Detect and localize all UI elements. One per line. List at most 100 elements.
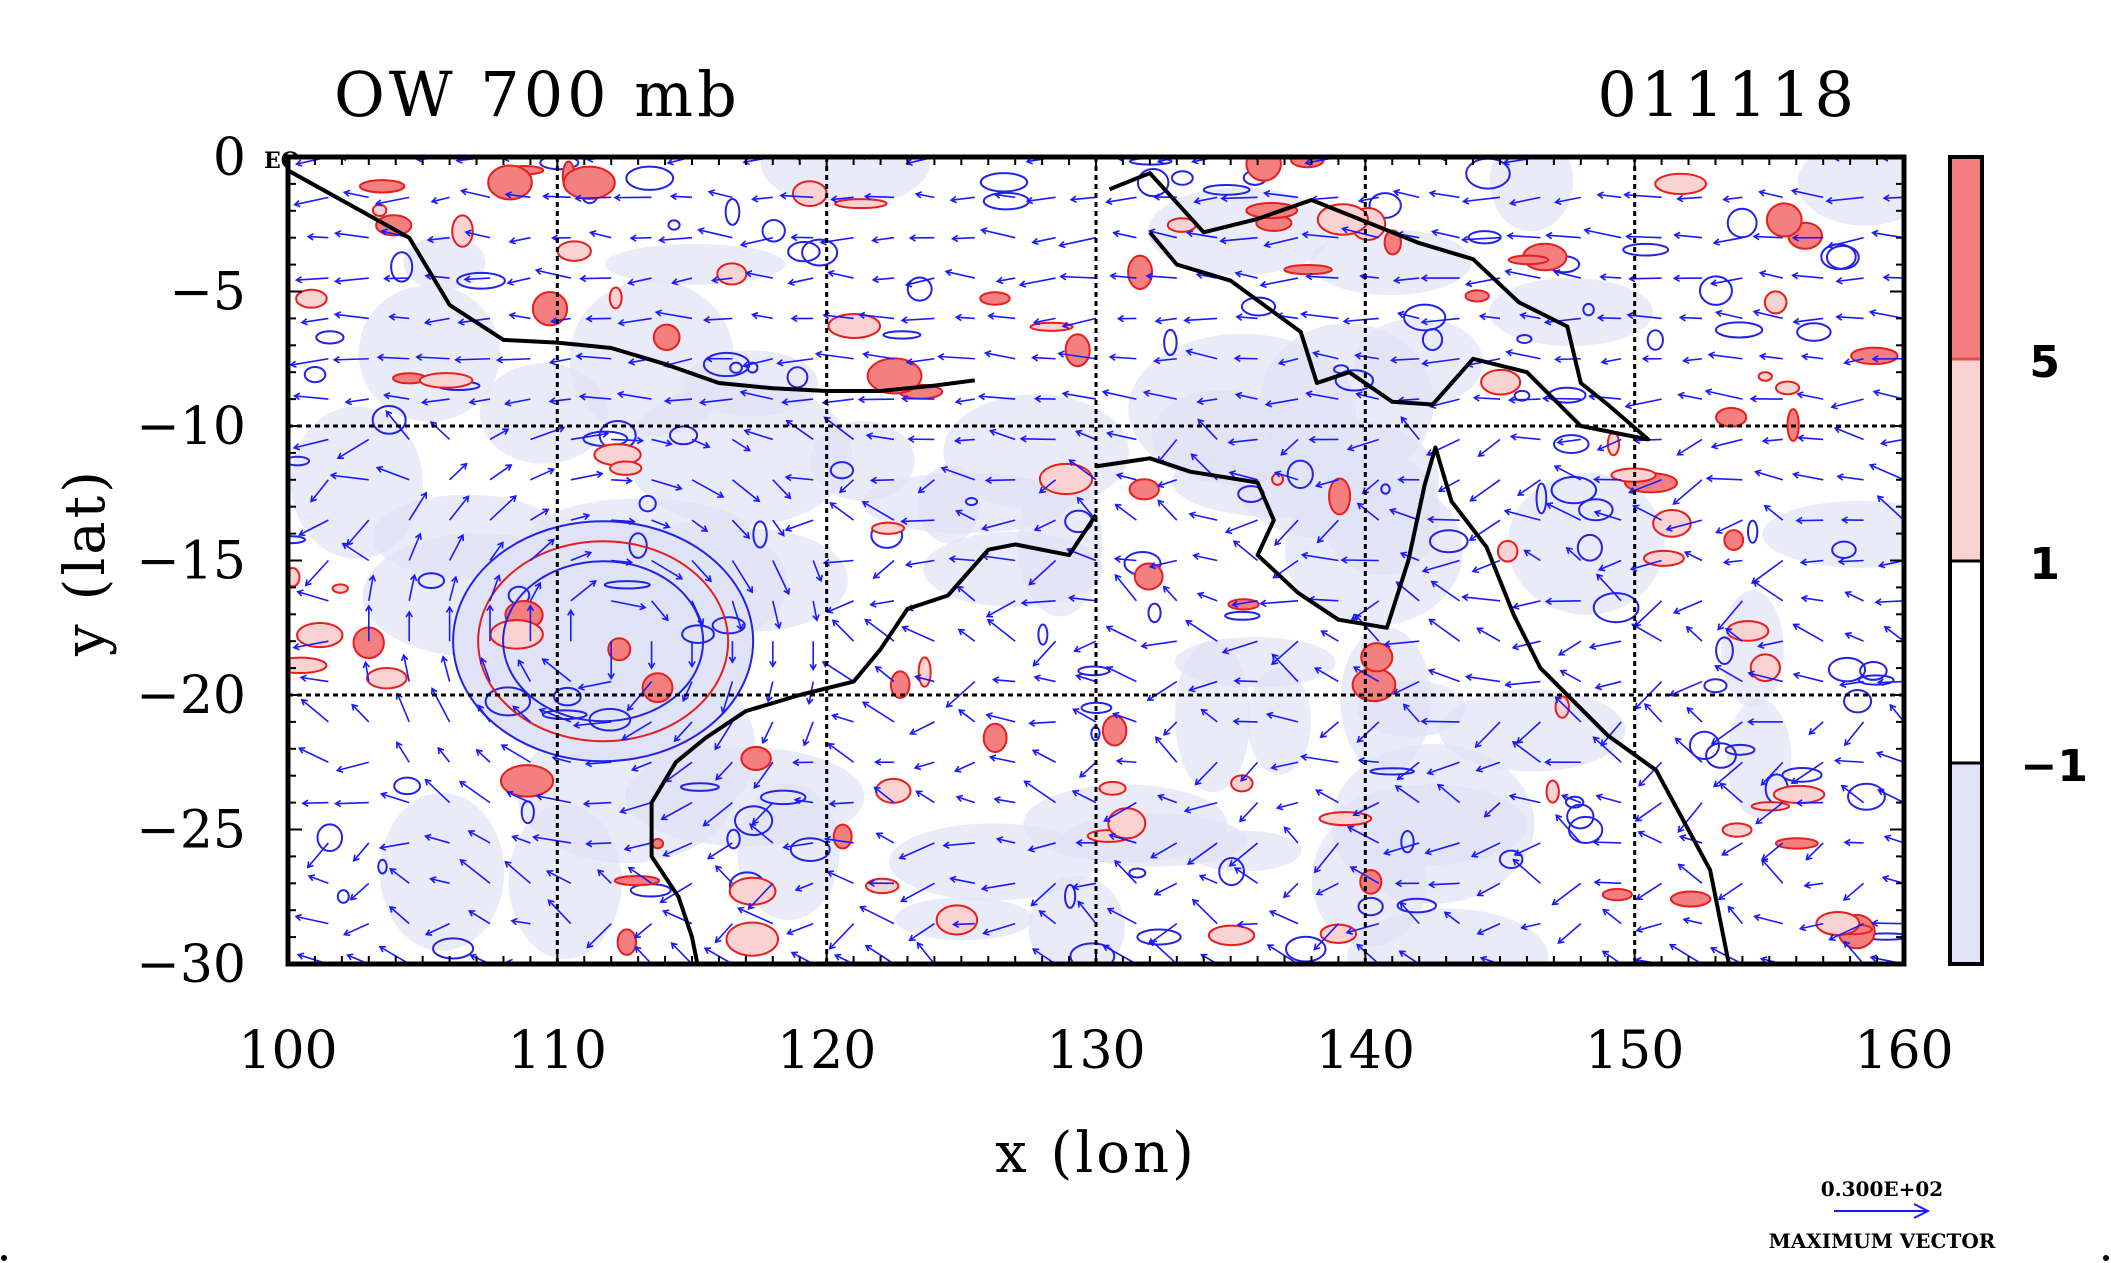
wind-vector	[704, 317, 733, 321]
wind-vector	[1884, 276, 1904, 279]
wind-vector-head	[1677, 825, 1685, 833]
title-right: 011118	[1597, 58, 1858, 131]
wind-vector-head	[1116, 314, 1124, 323]
negative-contour	[315, 330, 345, 345]
wind-vector-head	[1554, 968, 1560, 974]
negative-contour	[1827, 656, 1867, 683]
wind-vector	[575, 196, 612, 200]
wind-vector-head	[1628, 274, 1636, 283]
wind-vector-head	[900, 316, 908, 324]
positive-contour	[451, 214, 474, 248]
wind-vector-head	[790, 314, 798, 323]
wind-vector-head	[702, 819, 710, 827]
positive-contour	[716, 262, 748, 286]
wind-vector-head	[647, 662, 656, 670]
negative-contour	[316, 823, 344, 853]
wind-vector-head	[1876, 495, 1884, 503]
wind-vector-head	[1544, 597, 1552, 606]
wind-vector	[1357, 502, 1380, 521]
wind-vector-head	[306, 861, 314, 869]
wind-vector	[1558, 640, 1582, 656]
wind-vector	[1680, 835, 1703, 844]
negative-contour	[417, 572, 446, 590]
wind-vector-head	[1597, 564, 1606, 572]
wind-vector-head	[450, 575, 459, 584]
wind-vector-head	[1079, 770, 1087, 778]
wind-vector	[958, 709, 976, 723]
vector-legend-label: MAXIMUM VECTOR	[1769, 1229, 1996, 1253]
vector-legend-value: 0.300E+02	[1821, 1177, 1943, 1201]
wind-vector	[762, 721, 774, 744]
wind-vector-head	[1106, 907, 1115, 915]
wind-vector-head	[617, 318, 625, 327]
wind-vector-head	[1234, 270, 1243, 278]
y-tick-label: −30	[136, 935, 246, 995]
positive-contour	[1098, 780, 1127, 796]
wind-vector	[1793, 673, 1824, 683]
wind-vector	[1632, 623, 1662, 642]
wind-vector	[1384, 842, 1420, 855]
wind-vector	[1062, 317, 1097, 328]
wind-vector	[824, 559, 854, 564]
wind-vector-head	[777, 529, 785, 537]
wind-vector	[1229, 471, 1258, 481]
wind-vector-head	[292, 643, 300, 651]
wind-vector-head	[454, 355, 462, 364]
wind-vector-head	[298, 529, 306, 537]
wind-vector-head	[985, 610, 994, 618]
wind-vector	[946, 680, 976, 708]
wind-vector-head	[1844, 590, 1852, 598]
wind-vector	[1163, 586, 1178, 602]
wind-vector-head	[997, 974, 1003, 980]
wind-vector-head	[586, 941, 594, 949]
wind-vector-head	[294, 913, 302, 922]
wind-vector-head	[1067, 594, 1076, 603]
wind-vector	[1512, 859, 1541, 884]
wind-vector-head	[711, 276, 719, 284]
positive-contour	[1029, 321, 1074, 332]
wind-vector-head	[953, 765, 962, 773]
wind-vector-head	[900, 517, 908, 526]
wind-vector-head	[622, 148, 628, 154]
wind-vector-head	[1826, 241, 1835, 250]
wind-vector	[1872, 922, 1904, 925]
negative-contour	[603, 580, 651, 590]
wind-vector-head	[1556, 438, 1564, 446]
wind-vector	[611, 519, 635, 523]
wind-vector	[1197, 419, 1218, 441]
wind-vector	[831, 196, 854, 201]
wind-vector	[1306, 275, 1339, 279]
wind-vector-head	[1479, 955, 1488, 963]
wind-vector	[1504, 510, 1541, 521]
wind-vector	[941, 467, 976, 481]
wind-vector-head	[905, 358, 914, 366]
wind-vector-head	[1565, 546, 1573, 554]
negative-contour	[1576, 533, 1603, 562]
wind-vector	[346, 519, 370, 546]
positive-contour	[791, 180, 828, 208]
wind-vector-head	[1634, 814, 1642, 822]
wind-vector	[1234, 680, 1258, 683]
wind-vector	[1149, 230, 1177, 239]
wind-vector	[465, 231, 491, 239]
wind-vector	[1071, 196, 1097, 201]
negative-contour	[1357, 896, 1384, 917]
wind-vector	[1113, 712, 1137, 723]
wind-vector-head	[913, 674, 922, 682]
wind-vector	[1236, 393, 1258, 400]
wind-vector	[529, 508, 549, 521]
wind-vector-head	[1752, 309, 1761, 317]
wind-vector	[731, 479, 760, 502]
wind-vector	[1077, 901, 1097, 925]
wind-vector-head	[296, 952, 305, 960]
wind-vector	[1507, 234, 1541, 239]
wind-vector-head	[1157, 499, 1165, 507]
wind-vector-head	[1236, 920, 1244, 929]
wind-vector-head	[1715, 309, 1723, 318]
wind-vector-head	[1421, 566, 1430, 574]
wind-vector	[1873, 390, 1904, 400]
wind-vector	[738, 907, 774, 925]
wind-vector	[1666, 519, 1703, 531]
wind-vector	[294, 395, 329, 400]
wind-vector	[1480, 315, 1501, 320]
